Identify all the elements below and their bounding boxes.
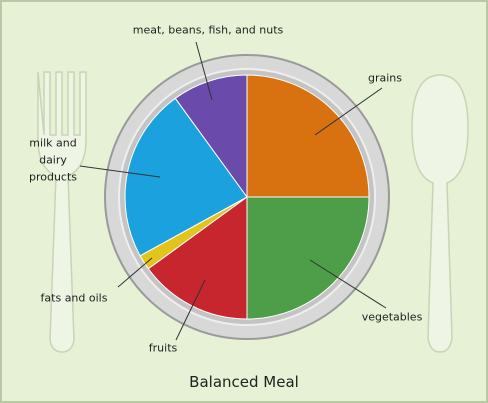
slice-label: fruits xyxy=(148,341,178,355)
leader-line xyxy=(117,257,153,288)
pie-slice xyxy=(246,196,370,320)
leader-line xyxy=(195,41,213,101)
slice-label: milk and dairy products xyxy=(28,136,78,184)
leader-line xyxy=(175,279,206,341)
slice-label: meat, beans, fish, and nuts xyxy=(132,23,284,37)
pie-slice xyxy=(147,196,248,320)
leader-line xyxy=(79,165,161,178)
leader-line xyxy=(309,259,387,309)
pie-slice xyxy=(174,74,248,199)
leader-line xyxy=(314,87,383,136)
spoon xyxy=(411,74,469,353)
pie-slice xyxy=(124,97,248,257)
chart-title: Balanced Meal xyxy=(189,373,299,391)
slice-label: fats and oils xyxy=(40,291,108,305)
slice-label: vegetables xyxy=(361,310,423,324)
pie-slice xyxy=(246,74,370,198)
slice-label: grains xyxy=(367,71,403,85)
fork xyxy=(37,71,87,353)
